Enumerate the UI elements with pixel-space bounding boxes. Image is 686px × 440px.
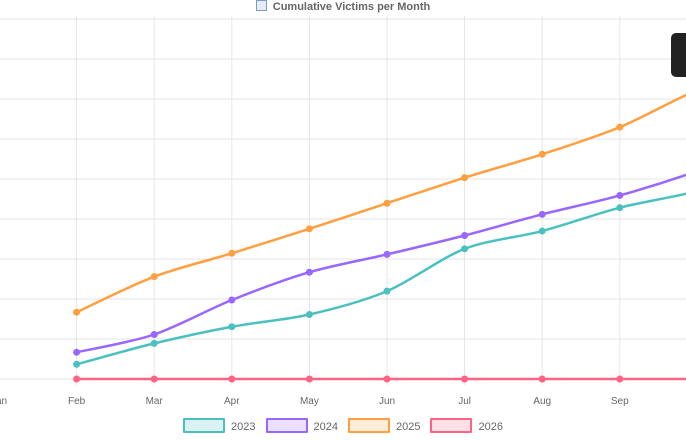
data-point-2023[interactable] [383,287,391,295]
data-point-2023[interactable] [73,360,81,368]
legend-label: 2024 [313,421,338,433]
data-point-2023[interactable] [616,204,624,212]
data-point-2026[interactable] [538,375,546,383]
x-tick-label: Feb [68,396,86,407]
data-point-2025[interactable] [73,308,81,316]
data-point-2025[interactable] [538,150,546,158]
legend-swatch [183,418,226,433]
legend-label: 2025 [396,421,421,433]
x-axis-ticks: JanFebMarAprMayJunJulAugSepOctNovDec [0,396,629,407]
data-point-2025[interactable] [383,199,391,207]
data-point-2025[interactable] [461,174,469,182]
data-point-2024[interactable] [73,348,81,356]
data-point-2026[interactable] [150,375,158,383]
x-tick-label: May [300,396,319,407]
data-point-2024[interactable] [461,231,469,239]
data-point-2026[interactable] [228,375,236,383]
chart-title: Cumulative Victims per Month [0,0,686,13]
series-line-2023 [76,192,686,366]
x-tick-label: Aug [533,396,551,407]
legend-swatch [430,418,473,433]
data-point-2025[interactable] [228,249,236,257]
data-point-2026[interactable] [73,375,81,383]
x-tick-label: Jul [458,396,471,407]
data-point-2024[interactable] [150,331,158,338]
data-point-2026[interactable] [461,375,469,383]
data-point-2023[interactable] [305,310,313,318]
data-point-2023[interactable] [150,339,158,347]
data-point-2024[interactable] [538,210,546,218]
data-point-2023[interactable] [538,227,546,235]
data-point-2026[interactable] [616,375,624,383]
x-tick-label: Jan [0,396,7,407]
legend-item-2024[interactable]: 2024 [265,418,338,433]
x-tick-label: Apr [224,396,240,407]
x-tick-label: Sep [611,396,629,407]
data-point-2025[interactable] [305,225,313,233]
legend-swatch [265,418,308,433]
data-point-2023[interactable] [228,323,236,331]
legend-item-2026[interactable]: 2026 [430,418,503,433]
data-point-2025[interactable] [616,123,624,131]
data-point-2024[interactable] [383,250,391,258]
data-point-2024[interactable] [616,191,624,199]
legend-label: 2026 [478,421,503,433]
chart-title-text: Cumulative Victims per Month [272,1,431,13]
data-point-2023[interactable] [461,245,469,253]
legend-label: 2023 [231,421,256,433]
grid [0,16,686,385]
data-point-2024[interactable] [305,268,313,276]
data-point-2024[interactable] [228,296,236,304]
legend: 2023 2024 2025 2026 [0,418,686,433]
x-tick-label: Jun [379,396,395,407]
legend-swatch [348,418,390,433]
tooltip [671,33,686,77]
series-lines [76,93,686,381]
legend-item-2025[interactable]: 2025 [348,418,420,433]
legend-item-2023[interactable]: 2023 [183,418,256,433]
series-line-2025 [76,93,686,314]
chart-icon [255,0,267,11]
data-point-2026[interactable] [383,375,391,383]
x-tick-label: Mar [146,396,164,407]
series-line-2024 [76,173,686,354]
data-point-2025[interactable] [150,273,158,281]
data-point-2026[interactable] [305,375,313,383]
series-points [73,123,624,383]
